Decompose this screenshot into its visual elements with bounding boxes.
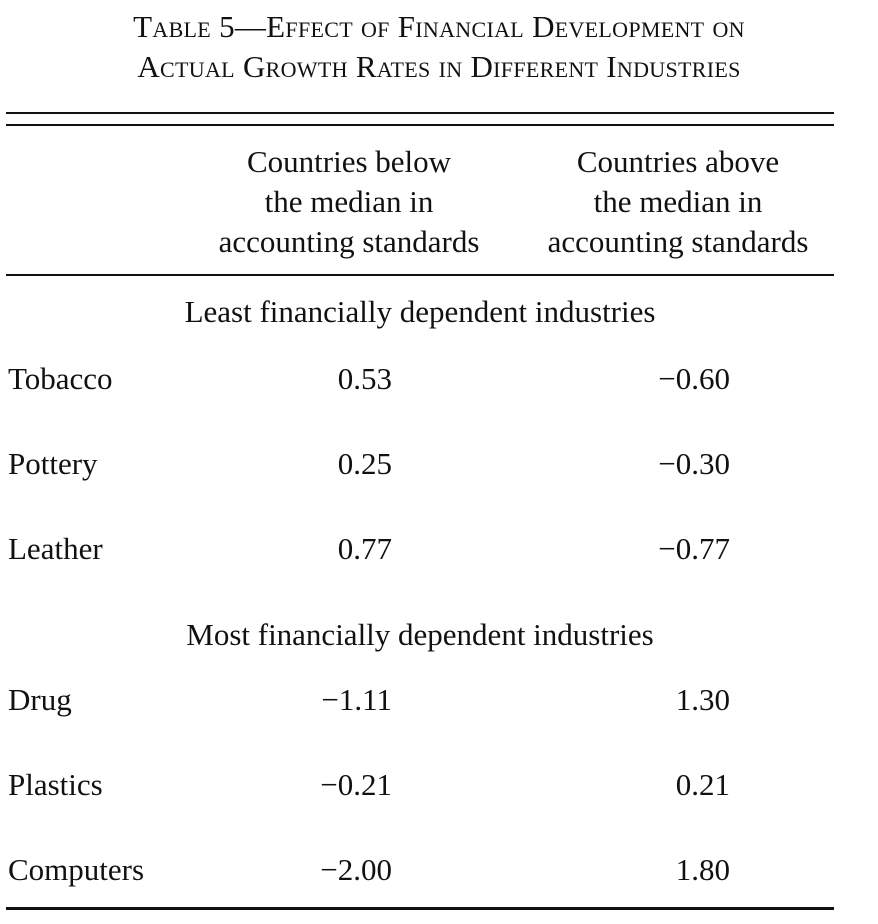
cell-above-median: −0.77	[658, 531, 730, 566]
top-double-rule-lower	[6, 124, 834, 126]
bottom-rule	[6, 907, 834, 910]
table-row: Plastics −0.21 0.21	[0, 765, 878, 805]
cell-above-median: 1.80	[675, 852, 730, 887]
column-header-above-median: Countries above the median in accounting…	[514, 142, 842, 262]
column-header-line: Countries above	[576, 144, 780, 179]
cell-below-median: −2.00	[320, 852, 392, 887]
table-row: Pottery 0.25 −0.30	[0, 444, 878, 484]
column-header-line: accounting standards	[218, 224, 480, 259]
header-rule	[6, 274, 834, 276]
row-label: Leather	[8, 531, 103, 566]
row-label: Drug	[8, 682, 72, 717]
table-row: Leather 0.77 −0.77	[0, 529, 878, 569]
table-title-line-2: Actual Growth Rates in Different Industr…	[137, 49, 741, 84]
table-title-line-1: Table 5—Effect of Financial Development …	[133, 9, 745, 44]
row-label: Computers	[8, 852, 145, 887]
row-label: Tobacco	[8, 361, 113, 396]
row-label: Plastics	[8, 767, 103, 802]
cell-below-median: −1.11	[321, 682, 392, 717]
column-header-below-median: Countries below the median in accounting…	[192, 142, 506, 262]
table-row: Tobacco 0.53 −0.60	[0, 359, 878, 399]
column-header-line: accounting standards	[547, 224, 809, 259]
cell-below-median: −0.21	[320, 767, 392, 802]
column-header-line: the median in	[264, 184, 434, 219]
cell-above-median: 0.21	[675, 767, 730, 802]
cell-below-median: 0.53	[337, 361, 392, 396]
section-title-most-dependent: Most financially dependent industries	[186, 617, 654, 652]
cell-above-median: −0.30	[658, 446, 730, 481]
column-header-line: the median in	[593, 184, 763, 219]
top-double-rule-upper	[6, 112, 834, 114]
cell-below-median: 0.77	[337, 531, 392, 566]
row-label: Pottery	[8, 446, 98, 481]
column-header-line: Countries below	[246, 144, 452, 179]
table-row: Drug −1.11 1.30	[0, 680, 878, 720]
table-row: Computers −2.00 1.80	[0, 850, 878, 890]
cell-above-median: −0.60	[658, 361, 730, 396]
cell-below-median: 0.25	[337, 446, 392, 481]
cell-above-median: 1.30	[675, 682, 730, 717]
section-title-least-dependent: Least financially dependent industries	[184, 294, 656, 329]
